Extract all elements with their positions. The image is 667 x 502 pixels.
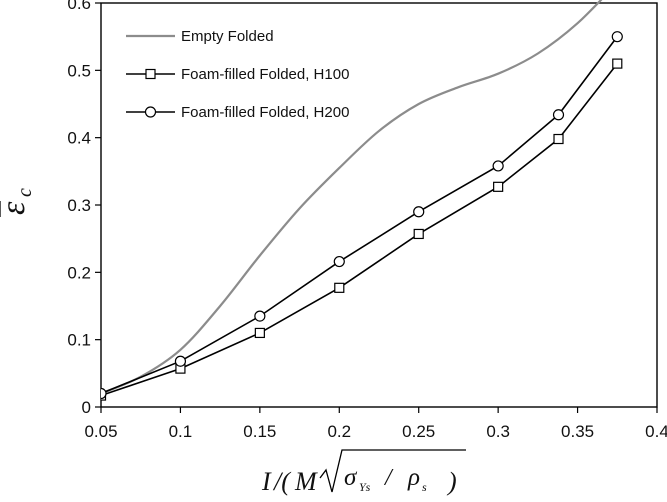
legend-square-marker: [145, 68, 156, 80]
svg-text:s: s: [422, 480, 427, 494]
y-tick-label: 0.5: [67, 61, 91, 80]
x-tick-label: 0.2: [327, 422, 351, 441]
data-point-h100: [553, 133, 564, 145]
y-tick-label: 0.6: [67, 0, 91, 13]
series-line-empty-folded: [101, 0, 603, 395]
y-tick-label: 0.3: [67, 196, 91, 215]
data-point-h100: [612, 58, 623, 69]
x-tick-label: 0.35: [561, 422, 594, 441]
legend-circle-marker: [144, 106, 157, 118]
data-point-h100: [413, 228, 424, 240]
legend: Empty Folded Foam-filled Folded, H100 Foam…: [126, 28, 349, 121]
data-point-h200: [174, 355, 187, 367]
data-point-h200: [552, 109, 565, 121]
x-tick-label: 0.3: [486, 422, 510, 441]
svg-text:Ys: Ys: [359, 480, 371, 494]
legend-label: Empty Folded: [181, 28, 274, 45]
y-tick-label: 0.1: [67, 331, 91, 350]
data-point-h100: [254, 327, 265, 339]
y-tick-label: 0.4: [67, 129, 91, 148]
svg-text:/: /: [383, 465, 394, 491]
x-tick-label: 0.25: [402, 422, 435, 441]
x-axis-ticks: 0.05 0.1 0.15 0.2 0.25 0.3 0.35 0.4: [84, 407, 667, 441]
svg-text:ρ: ρ: [407, 464, 420, 491]
x-axis-label: I /( M σ Ys / ρ s ): [261, 449, 466, 496]
data-point-h200: [492, 160, 504, 172]
y-tick-label: 0.2: [67, 263, 91, 282]
y-tick-label: 0: [82, 398, 91, 417]
x-tick-label: 0.15: [243, 422, 276, 441]
data-point-h200: [333, 255, 345, 268]
data-point-h100: [334, 282, 345, 293]
svg-text:): ): [446, 467, 457, 496]
svg-text:I: I: [261, 467, 272, 496]
data-point-h100: [493, 181, 504, 192]
series-line-h100: [101, 63, 618, 397]
svg-text:M: M: [294, 467, 318, 496]
svg-text:c: c: [14, 188, 36, 197]
data-point-h200: [413, 206, 425, 218]
data-point-h200: [101, 387, 107, 400]
x-tick-label: 0.05: [84, 422, 117, 441]
data-point-h200: [254, 310, 266, 322]
series-layer: [101, 0, 623, 401]
y-axis-label: ε c: [0, 188, 36, 217]
x-tick-label: 0.1: [169, 422, 193, 441]
svg-text:σ: σ: [344, 464, 358, 491]
svg-text:ε: ε: [0, 201, 32, 215]
legend-label: Foam-filled Folded, H200: [181, 104, 349, 121]
y-axis-ticks: 0 0.1 0.2 0.3 0.4 0.5 0.6: [67, 0, 101, 417]
svg-text:/(: /(: [272, 467, 291, 496]
x-tick-label: 0.4: [645, 422, 667, 441]
data-point-h200: [611, 31, 623, 43]
series-line-h200: [101, 36, 618, 395]
legend-label: Foam-filled Folded, H100: [181, 66, 349, 83]
